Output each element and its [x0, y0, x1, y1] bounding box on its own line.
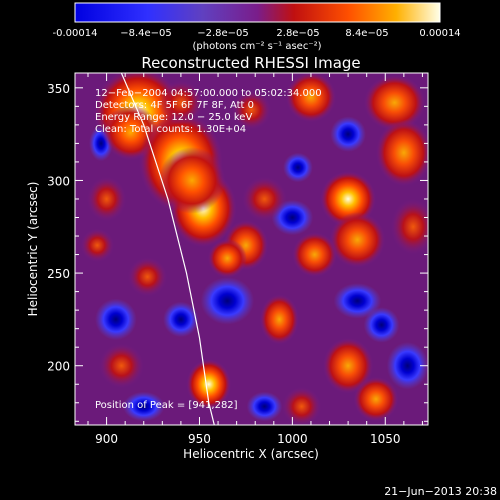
colorbar — [74, 2, 441, 23]
heatmap-hot-spot — [99, 343, 144, 388]
x-tick-label: 1050 — [370, 432, 401, 446]
annotation-time-range: 12−Feb−2004 04:57:00.000 to 05:02:34.000 — [95, 88, 322, 99]
annotation-energy-range: Energy Range: 12.0 − 25.0 keV — [95, 112, 252, 123]
heatmap-cold-spot — [163, 301, 199, 338]
colorbar-tick-label: 0.00014 — [419, 28, 460, 39]
heatmap-hot-spot — [363, 74, 426, 131]
heatmap-hot-spot — [87, 176, 127, 222]
annotation-counts: Clean: Total counts: 1.30E+04 — [95, 124, 246, 135]
colorbar-ticks: -0.00014 −8.4e−05 −2.8e−05 2.8e−05 8.4e−05 0.… — [53, 28, 461, 39]
heatmap-cold-spot — [333, 283, 382, 319]
heatmap-hot-spot — [127, 257, 167, 297]
heatmap-cold-spot — [386, 342, 428, 390]
heatmap-hot-spot — [242, 176, 287, 222]
axis-tick-labels: 900 950 1000 1050 200 250 300 350 — [47, 82, 400, 446]
heatmap-cold-spot — [122, 391, 165, 422]
heatmap-cold-spot — [363, 307, 400, 343]
x-tick-label: 950 — [188, 432, 211, 446]
heatmap-cold-spot — [95, 298, 137, 341]
colorbar-tick-label: 2.8e−05 — [276, 28, 319, 39]
heatmap-hot-spot — [375, 119, 428, 187]
heatmap-hot-spot — [158, 80, 204, 125]
peak-position-label: Position of Peak = [941,282] — [95, 400, 238, 411]
heatmap-hot-spot — [282, 387, 322, 425]
heatmap-hot-spot — [390, 198, 428, 255]
chart-title: Reconstructed RHESSI Image — [141, 54, 360, 72]
x-axis-label: Heliocentric X (arcsec) — [183, 447, 319, 461]
colorbar-unit-label: (photons cm⁻² s⁻¹ asec⁻²) — [192, 41, 321, 52]
axis-ticks — [75, 73, 428, 425]
solar-limb-curve — [120, 73, 215, 425]
heatmap-hot-spot — [353, 376, 399, 422]
x-tick-label: 1000 — [277, 432, 308, 446]
footer-timestamp: 21−Jun−2013 20:38 — [384, 485, 497, 498]
heatmap-cold-spot — [246, 391, 283, 422]
heatmap-image — [80, 73, 428, 425]
heatmap-hot-spot — [323, 337, 374, 394]
annotation-block: 12−Feb−2004 04:57:00.000 to 05:02:34.000… — [95, 88, 322, 135]
annotation-detectors: Detectors: 4F 5F 6F 7F 8F, Att 0 — [95, 100, 254, 111]
heatmap-hot-spot — [158, 147, 226, 214]
plot-frame — [74, 72, 429, 426]
y-axis-label: Heliocentric Y (arcsec) — [26, 182, 40, 317]
y-tick-label: 350 — [47, 82, 70, 96]
heatmap-hot-spot — [259, 294, 299, 345]
heatmap-hot-spot — [207, 238, 247, 278]
colorbar-tick-label: −8.4e−05 — [120, 28, 172, 39]
heatmap-cold-spot — [330, 116, 366, 152]
colorbar-tick-label: −2.8e−05 — [197, 28, 249, 39]
y-tick-label: 300 — [47, 174, 70, 188]
x-tick-label: 900 — [95, 432, 118, 446]
heatmap-hot-spot — [80, 228, 115, 262]
heatmap-cold-spot — [200, 277, 255, 325]
heatmap-cold-spot — [283, 152, 313, 183]
heatmap-hot-spot — [285, 73, 337, 123]
heatmap-hot-spot — [231, 90, 272, 130]
heatmap-hot-spot — [186, 359, 232, 410]
colorbar-tick-label: 8.4e−05 — [345, 28, 388, 39]
y-tick-label: 200 — [47, 360, 70, 374]
heatmap-hot-spot — [329, 211, 386, 268]
colorbar-tick-label: -0.00014 — [53, 28, 98, 39]
heatmap-hot-spot — [292, 232, 337, 277]
y-tick-label: 250 — [47, 267, 70, 281]
